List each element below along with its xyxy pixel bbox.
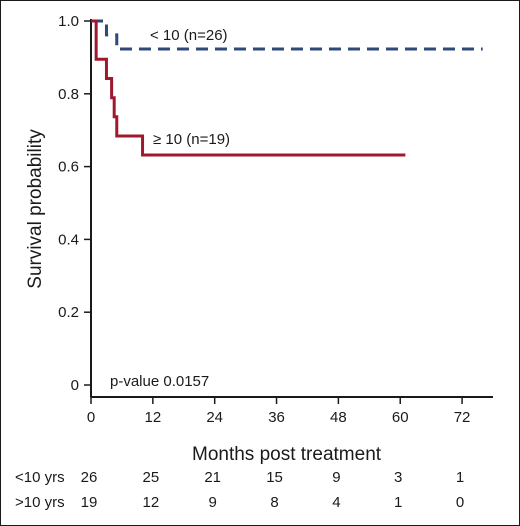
y-tick-label: 1.0 (58, 13, 79, 30)
risk-value: 9 (209, 494, 217, 511)
series-layer (91, 19, 483, 157)
x-tick-label: 48 (330, 409, 347, 426)
risk-values: 26 25 21 15 9 3 1 19 12 9 8 4 1 0 (81, 469, 465, 511)
risk-value: 3 (394, 469, 402, 486)
risk-value: 1 (394, 494, 402, 511)
p-value-annotation: p-value 0.0157 (110, 373, 209, 390)
risk-value: 4 (332, 494, 340, 511)
risk-value: 9 (332, 469, 340, 486)
risk-value: 1 (456, 469, 464, 486)
x-axis-title: Months post treatment (192, 444, 382, 465)
risk-table: <10 yrs >10 yrs 26 25 21 15 9 3 1 19 12 9 8 4 1 0 (15, 469, 464, 511)
x-tick-label: 72 (454, 409, 471, 426)
y-tick-label: 0.8 (58, 86, 79, 103)
series-label-ge10: ≥ 10 (n=19) (153, 131, 230, 148)
y-tick-label: 0.6 (58, 159, 79, 176)
y-ticks: 0 0.2 0.4 0.6 0.8 1.0 (58, 13, 91, 394)
risk-row-label-lt10: <10 yrs (15, 469, 65, 486)
y-axis-title: Survival probability (25, 129, 46, 289)
series-label-lt10: < 10 (n=26) (150, 27, 228, 44)
x-ticks: 0 12 24 36 48 60 72 (87, 397, 471, 426)
risk-value: 26 (81, 469, 98, 486)
y-tick-label: 0 (71, 377, 79, 394)
x-tick-label: 0 (87, 409, 95, 426)
risk-value: 0 (456, 494, 464, 511)
risk-value: 12 (143, 494, 160, 511)
series-line-ge10 (91, 19, 406, 157)
risk-value: 25 (143, 469, 160, 486)
x-tick-label: 12 (145, 409, 162, 426)
risk-value: 21 (204, 469, 221, 486)
x-tick-label: 24 (206, 409, 223, 426)
risk-row-label-gt10: >10 yrs (15, 494, 65, 511)
risk-value: 19 (81, 494, 98, 511)
risk-value: 15 (266, 469, 283, 486)
risk-value: 8 (270, 494, 278, 511)
series-line-lt10 (91, 19, 483, 51)
y-tick-label: 0.4 (58, 231, 79, 248)
x-tick-label: 60 (392, 409, 409, 426)
x-tick-label: 36 (268, 409, 285, 426)
axes (90, 19, 493, 398)
y-tick-label: 0.2 (58, 304, 79, 321)
